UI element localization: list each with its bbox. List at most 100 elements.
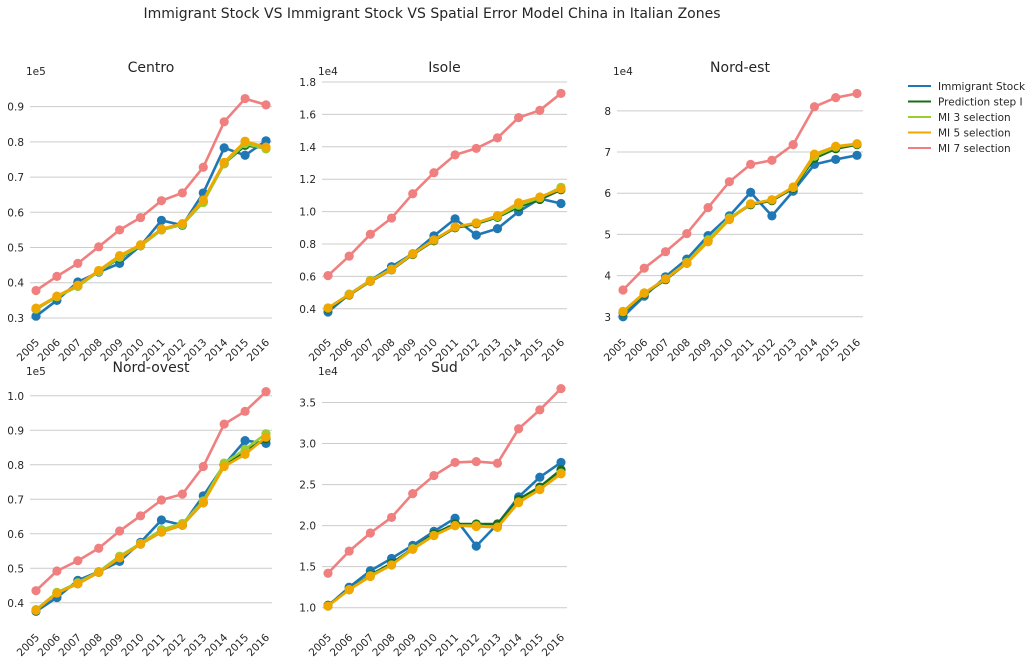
data-point: [261, 142, 271, 152]
y-tick-label: 5: [604, 229, 611, 241]
series-mi-3-selection: [323, 182, 566, 313]
data-point: [746, 187, 756, 197]
series-immigrant-stock: [323, 457, 566, 611]
series-mi-7-selection: [323, 88, 566, 281]
y-tick-label: 2.5: [299, 480, 316, 492]
data-point: [450, 521, 460, 531]
series-line: [622, 154, 858, 318]
y-exponent-label: 1e4: [318, 66, 338, 78]
data-point: [323, 303, 333, 313]
data-point: [535, 472, 545, 482]
data-point: [31, 605, 41, 615]
data-point: [344, 585, 354, 595]
data-point: [492, 458, 503, 468]
y-tick-label: 8: [604, 106, 611, 118]
data-point: [94, 265, 104, 276]
data-point: [219, 461, 229, 472]
y-tick-label: 0.5: [7, 563, 24, 575]
data-point: [724, 177, 734, 187]
data-point: [852, 150, 862, 160]
x-tick-label: 2011: [729, 337, 756, 364]
series-mi-7-selection: [31, 93, 271, 296]
data-point: [52, 566, 62, 576]
data-point: [492, 211, 503, 221]
data-point: [52, 588, 62, 598]
x-tick-label: 2015: [814, 337, 841, 364]
data-point: [386, 264, 397, 275]
data-point: [73, 258, 83, 268]
y-tick-label: 0.5: [7, 243, 24, 255]
data-point: [240, 436, 250, 446]
data-point: [365, 276, 375, 286]
y-tick-label: 0.7: [7, 494, 24, 506]
data-point: [450, 222, 460, 232]
panel-title: Sud: [431, 360, 458, 376]
data-point: [408, 489, 418, 499]
data-point: [198, 195, 208, 205]
data-point: [809, 149, 820, 159]
x-tick-label: 2014: [793, 336, 821, 364]
y-exponent-label: 1e5: [26, 66, 46, 78]
data-point: [514, 424, 524, 434]
series-mi-5-selection: [31, 432, 271, 615]
series-mi-7-selection: [618, 88, 862, 295]
data-point: [660, 274, 671, 284]
panel-title: Isole: [428, 60, 461, 76]
data-point: [198, 498, 208, 508]
legend: Immigrant Stock Prediction step I MI 3 sel…: [908, 81, 1026, 155]
y-tick-label: 7: [604, 147, 611, 159]
data-point: [471, 541, 481, 551]
y-tick-label: 0.4: [7, 598, 24, 610]
data-point: [365, 571, 375, 582]
x-tick-label: 2014: [497, 336, 525, 364]
series-mi-7-selection: [31, 387, 271, 596]
data-point: [556, 383, 566, 394]
data-point: [471, 143, 481, 154]
legend-item: Prediction step I: [908, 97, 1023, 109]
data-point: [94, 543, 104, 553]
data-point: [429, 235, 439, 245]
data-point: [450, 150, 460, 160]
data-point: [156, 527, 167, 537]
series-mi-3-selection: [323, 468, 566, 611]
data-point: [660, 247, 671, 257]
y-exponent-label: 1e4: [318, 366, 338, 378]
y-tick-label: 0.9: [7, 425, 24, 437]
data-point: [408, 249, 418, 259]
y-tick-label: 1.0: [7, 391, 24, 403]
data-point: [514, 198, 524, 208]
data-point: [852, 139, 862, 149]
data-point: [535, 484, 545, 495]
x-tick-label: 2016: [836, 336, 864, 364]
y-tick-label: 1.4: [299, 142, 316, 154]
series-line: [327, 461, 562, 607]
data-point: [408, 544, 418, 555]
data-point: [703, 203, 713, 213]
data-point: [177, 188, 187, 198]
y-tick-label: 0.8: [7, 460, 24, 472]
x-tick-label: 2015: [519, 632, 546, 658]
data-point: [429, 168, 439, 178]
x-tick-label: 2007: [349, 337, 376, 364]
data-point: [831, 93, 841, 103]
series-mi-3-selection: [31, 429, 271, 615]
data-point: [156, 215, 167, 226]
legend-label: Prediction step I: [938, 97, 1023, 109]
series-line: [622, 92, 858, 291]
data-point: [471, 521, 481, 532]
data-point: [31, 586, 41, 596]
data-point: [514, 113, 524, 123]
data-point: [219, 419, 229, 429]
data-point: [73, 280, 83, 290]
x-tick-label: 2015: [224, 337, 251, 364]
data-point: [52, 291, 62, 301]
y-tick-label: 4: [604, 271, 611, 283]
series-mi-7-selection: [323, 383, 566, 578]
data-point: [115, 251, 125, 261]
x-tick-label: 2015: [519, 337, 546, 364]
x-tick-label: 2016: [540, 631, 568, 658]
legend-item: Immigrant Stock: [908, 81, 1026, 93]
